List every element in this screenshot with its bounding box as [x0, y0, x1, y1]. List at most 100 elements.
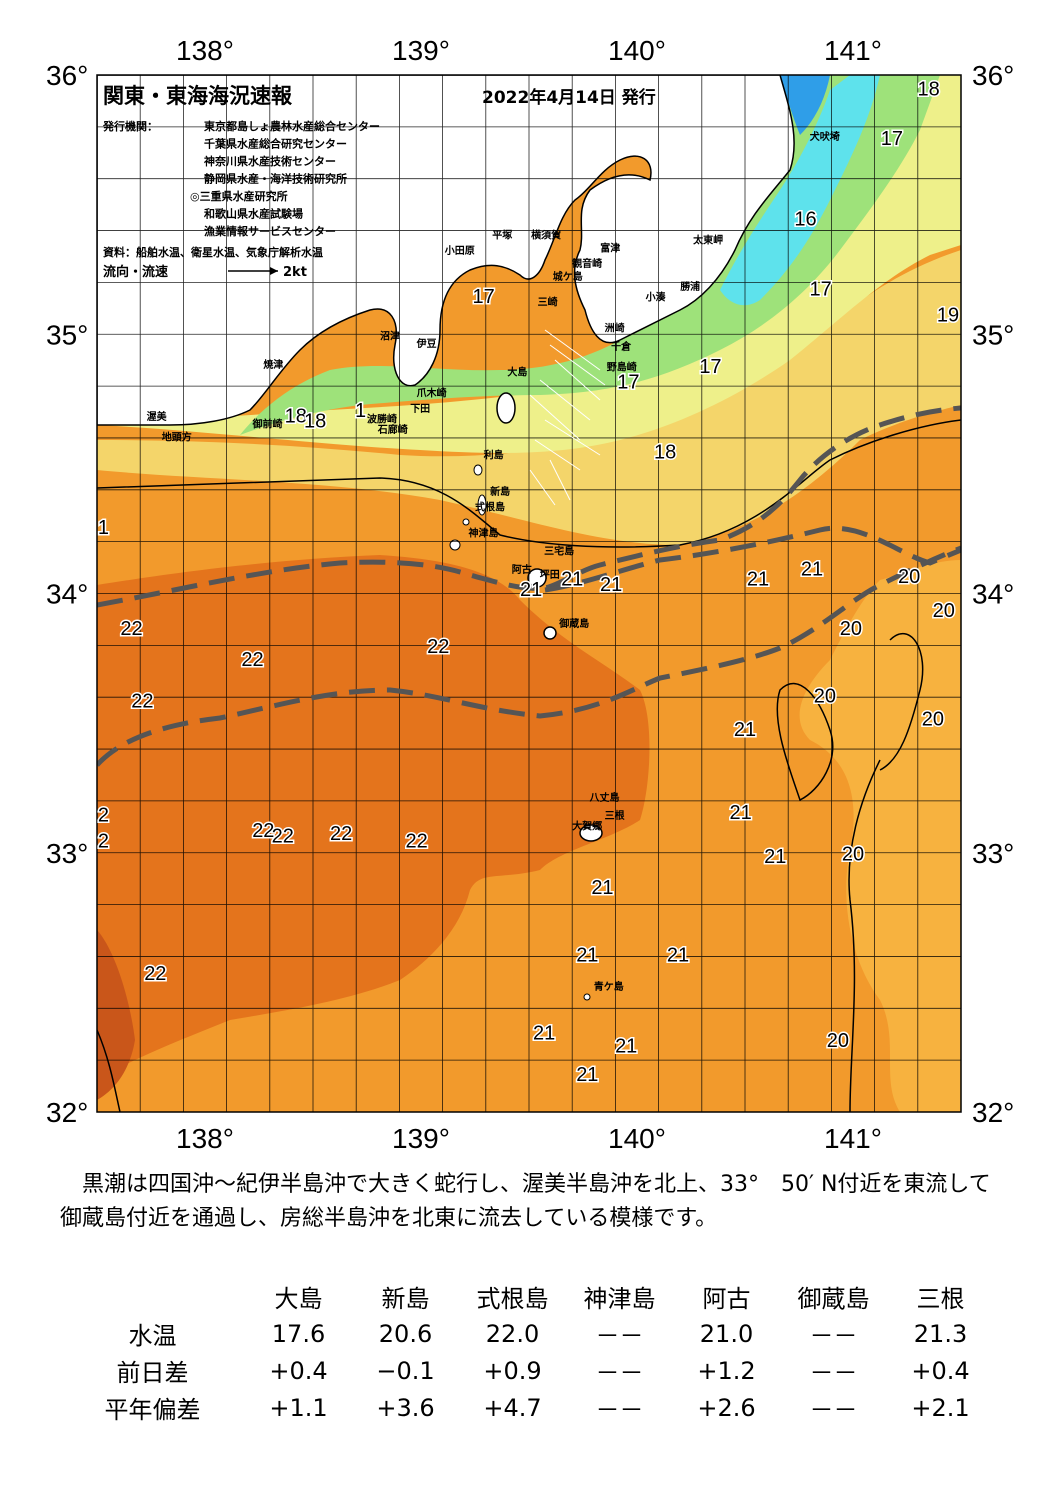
mikurajima-island [543, 626, 557, 640]
isotherm-value-label: 21 [615, 1035, 637, 1057]
place-name-label: 利島 [484, 449, 504, 462]
lat-label-right: 36° [972, 60, 1014, 91]
isotherm-value-label: 20 [827, 1030, 849, 1052]
isotherm-value-label: 20 [922, 709, 944, 731]
isotherm-value-label: 22 [241, 649, 263, 671]
lon-label: 140° [608, 35, 666, 66]
table-cell: 22.0 [485, 1319, 540, 1348]
lat-label-left: 35° [46, 319, 88, 350]
place-name-label: 小湊 [645, 291, 667, 304]
place-name-label: 地頭方 [162, 431, 192, 444]
sea-temperature-map: 138° 138° 139° 139° 140° 140° 141° 141° 36° 36° 35… [46, 35, 1014, 1154]
isotherm-value-label: 21 [747, 569, 769, 591]
isotherm-value-label: 21 [730, 802, 752, 824]
isotherm-value-label: 18 [917, 79, 939, 101]
isotherm-lines [97, 419, 961, 1112]
sea-16-zone [720, 75, 880, 306]
table-cell: +0.4 [911, 1356, 970, 1385]
place-name-label: 富津 [600, 241, 620, 254]
place-name-label: 城ケ島 [553, 270, 583, 283]
isotherm-value-label: 22 [144, 963, 166, 985]
isotherm-value-label: 21 [667, 945, 689, 967]
issuer-name: 漁業情報サービスセンター [204, 224, 336, 238]
place-name-label: 波勝崎 [367, 412, 397, 425]
place-name-label: 爪木崎 [417, 386, 447, 399]
isotherm-value-label: 20 [933, 600, 955, 622]
place-name-label: 平塚 [492, 228, 512, 241]
isotherm-value-label: 18 [304, 411, 326, 433]
situation-summary: 黒潮は四国沖～紀伊半島沖で大きく蛇行し、渥美半島沖を北上、33° 50′ N付近… [60, 1172, 991, 1231]
station-niijima: 新島 [381, 1285, 430, 1313]
issuer-list: 東京都島しょ農林水産総合センター千葉県水産総合研究センター神奈川県水産技術センタ… [190, 119, 380, 238]
table-cell: +2.6 [697, 1393, 756, 1422]
place-name-label: 三宅島 [544, 545, 574, 558]
isotherm-value-label: 2 [98, 805, 109, 827]
lat-label-right: 32° [972, 1097, 1014, 1128]
lat-label-left: 34° [46, 579, 88, 610]
place-name-label: 小田原 [444, 244, 475, 257]
table-cell: +1.1 [269, 1393, 328, 1422]
place-name-label: 御前崎 [252, 418, 283, 431]
lat-label-left: 32° [46, 1097, 88, 1128]
isotherm-value-label: 19 [937, 304, 959, 326]
aogashima-island [583, 993, 591, 1001]
isotherm-value-label: 1 [355, 400, 366, 422]
isotherm-value-label: 21 [561, 569, 583, 591]
lat-label-right: 34° [972, 579, 1014, 610]
table-cell: +3.6 [376, 1393, 435, 1422]
coordinate-labels: 138° 138° 139° 139° 140° 140° 141° 141° 36° 36° 35… [46, 35, 1014, 1154]
shikinejima-island [462, 518, 470, 526]
data-source: 資料：船舶水温、衛星水温、気象庁解析水温 [103, 245, 323, 259]
isotherm-value-label: 20 [842, 844, 864, 866]
place-name-label: 沼津 [380, 329, 400, 342]
table-cell: +0.9 [483, 1356, 542, 1385]
isotherm-value-label: 22 [131, 691, 153, 713]
isotherm-value-label: 21 [533, 1022, 555, 1044]
isotherm-value-label: 1 [98, 517, 109, 539]
hachijojima-island [579, 824, 603, 842]
issuer-name: 千葉県水産総合研究センター [204, 137, 347, 151]
table-row: 平年偏差 +1.1 +3.6 +4.7 －－ +2.6 －－ +2.1 [60, 1389, 994, 1426]
isotherm-value-label: 17 [881, 128, 903, 150]
place-name-label: 千倉 [611, 340, 632, 353]
table-cell: －－ [809, 1322, 858, 1350]
toshima-island [473, 464, 483, 476]
isotherm-value-label: 17 [617, 372, 639, 394]
issuer-name: ◎三重県水産研究所 [190, 189, 288, 203]
issuer-name: 神奈川県水産技術センター [204, 154, 336, 168]
isotherm-value-label: 21 [734, 719, 756, 741]
place-name-label: 大賀郷 [572, 819, 602, 832]
place-name-label: 神津島 [469, 526, 499, 539]
map-header: 関東・東海海況速報 2022年4月14日 発行 発行機関： 東京都島しょ農林水産… [102, 84, 656, 280]
isotherm-value-label: 21 [576, 945, 598, 967]
station-shikinejima: 式根島 [476, 1285, 549, 1313]
kozushima-island [449, 539, 461, 551]
table-row: 水温 17.6 20.6 22.0 －－ 21.0 －－ 21.3 [60, 1315, 994, 1352]
lon-label: 139° [392, 1123, 450, 1154]
lon-label: 139° [392, 35, 450, 66]
sea-22-zone [97, 555, 650, 1080]
isotherm-value-label: 20 [840, 618, 862, 640]
flow-legend-label: 流向・流速 [103, 264, 168, 280]
table-cell: －－ [595, 1396, 644, 1424]
isotherm-value-label: 22 [406, 831, 428, 853]
lat-label-left: 36° [46, 60, 88, 91]
place-name-label: 横須賀 [531, 228, 561, 241]
flow-scale-value: 2kt [283, 265, 307, 280]
table-cell: +2.1 [911, 1393, 970, 1422]
place-name-label: 御蔵島 [558, 617, 589, 630]
place-name-label: 三崎 [538, 296, 558, 309]
place-name-label: 式根島 [475, 501, 505, 514]
isotherm-value-label: 22 [330, 823, 352, 845]
table-cell: －－ [809, 1359, 858, 1387]
isotherm-value-label: 22 [120, 618, 142, 640]
oshima-island [496, 392, 516, 424]
table-row: 前日差 +0.4 −0.1 +0.9 －－ +1.2 －－ +0.4 [60, 1352, 994, 1389]
lon-label: 138° [176, 35, 234, 66]
station-mikurajima: 御蔵島 [797, 1285, 870, 1313]
current-vectors [529, 329, 606, 506]
isotherm-value-label: 21 [764, 846, 786, 868]
miyakejima-island [527, 568, 547, 588]
lon-label: 141° [824, 35, 882, 66]
